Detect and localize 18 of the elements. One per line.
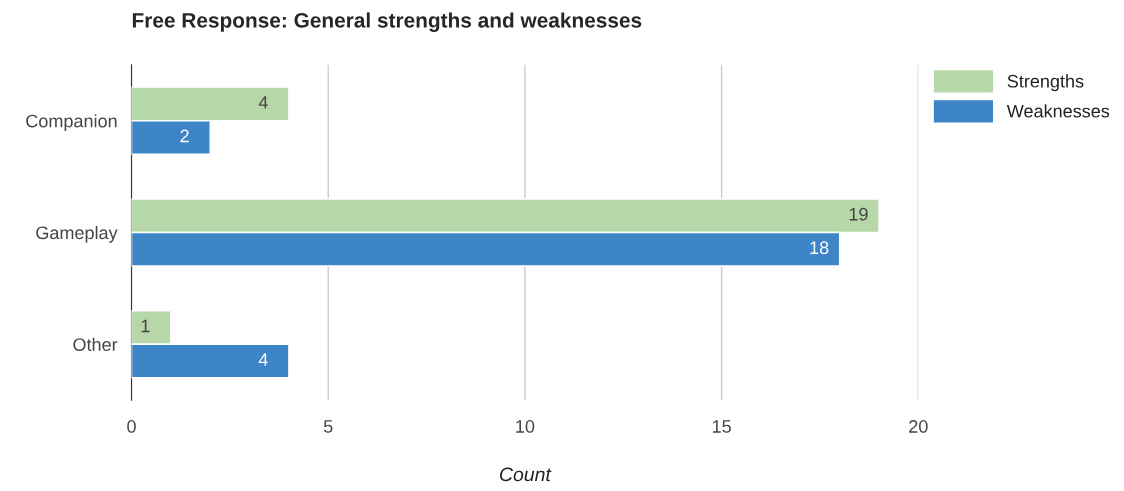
data-label: 1 <box>141 319 150 333</box>
data-label: 2 <box>180 129 189 143</box>
x-tick-label: 0 <box>127 420 136 433</box>
y-tick-label: Other <box>73 337 118 351</box>
x-axis-title: Count <box>500 467 552 482</box>
data-label: 18 <box>810 241 829 255</box>
x-tick-label: 15 <box>712 420 731 433</box>
legend-label: Strengths <box>1007 74 1084 92</box>
y-tick-label: Gameplay <box>36 225 118 243</box>
x-tick-label: 10 <box>516 420 535 433</box>
legend-label: Weaknesses <box>1006 104 1110 118</box>
chart-title: Free Response: General strengths and weaknesses <box>132 12 642 32</box>
data-label: 4 <box>258 353 268 366</box>
data-label: 4 <box>258 96 268 109</box>
x-tick-label: 20 <box>909 420 928 433</box>
data-label: 19 <box>849 207 868 221</box>
x-tick-label: 5 <box>323 420 333 433</box>
y-tick-label: Companion <box>26 114 117 131</box>
